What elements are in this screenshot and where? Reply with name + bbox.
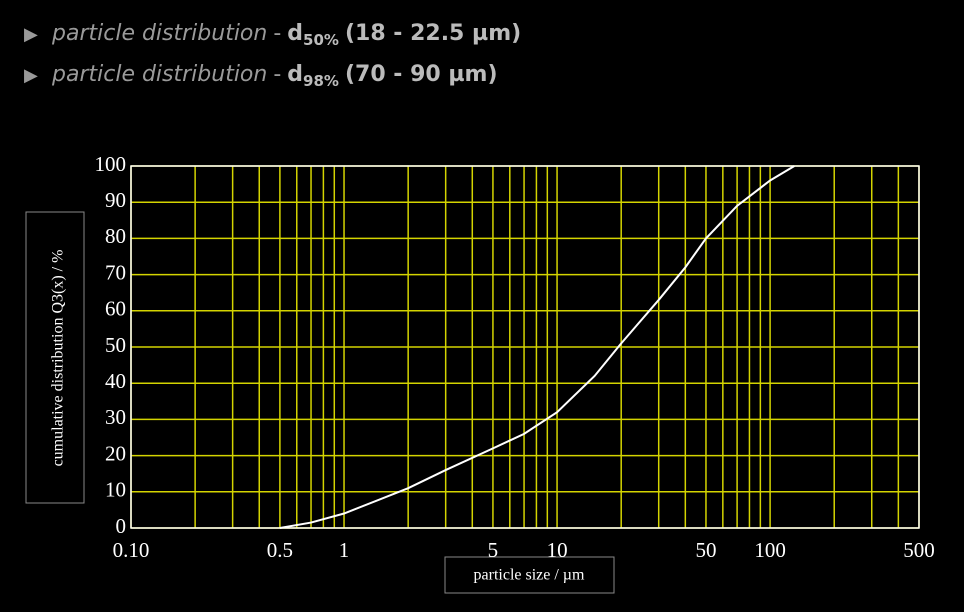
x-label-box: [444, 556, 615, 594]
x-axis-label: particle size / µm: [474, 567, 586, 584]
x-tick-label: 50: [695, 538, 716, 562]
label: particle distribution: [51, 21, 267, 46]
separator: -: [273, 62, 281, 87]
subscript: 98%: [303, 72, 339, 90]
range: (70 - 90 µm): [345, 62, 498, 87]
x-tick-label: 500: [903, 538, 935, 562]
y-tick-label: 70: [105, 260, 126, 284]
y-tick-label: 10: [105, 478, 126, 502]
symbol: d: [287, 21, 303, 46]
label: particle distribution: [51, 62, 267, 87]
symbol: d: [287, 62, 303, 87]
y-tick-label: 90: [105, 188, 126, 212]
y-tick-label: 80: [105, 224, 126, 248]
curve: [279, 165, 795, 529]
bullet: ▶: [24, 65, 38, 86]
x-tick-label: 0.10: [113, 538, 150, 562]
x-tick-label: 5: [488, 538, 499, 562]
y-tick-label: 100: [95, 152, 127, 176]
bullet: ▶: [24, 24, 38, 45]
x-tick-label: 0.5: [267, 538, 293, 562]
header: ▶ particle distribution - d50% (18 - 22.5 µm…: [24, 21, 521, 90]
y-tick-label: 60: [105, 297, 126, 321]
header-line: particle distribution - d98% (70 - 90 µm): [51, 62, 498, 90]
y-tick-label: 40: [105, 369, 126, 393]
y-tick-label: 0: [116, 514, 127, 538]
x-tick-label: 10: [547, 538, 568, 562]
x-tick-label: 1: [339, 538, 350, 562]
y-label-box: [25, 211, 85, 504]
header-line: particle distribution - d50% (18 - 22.5 µm): [51, 21, 521, 49]
x-tick-label: 100: [754, 538, 786, 562]
y-tick-label: 50: [105, 333, 126, 357]
y-axis-label: cumulative distribution Q3(x) / %: [50, 250, 67, 467]
plot-frame: [130, 165, 920, 529]
separator: -: [273, 21, 281, 46]
y-tick-label: 20: [105, 441, 126, 465]
y-tick-label: 30: [105, 405, 126, 429]
subscript: 50%: [303, 31, 339, 49]
range: (18 - 22.5 µm): [345, 21, 521, 46]
